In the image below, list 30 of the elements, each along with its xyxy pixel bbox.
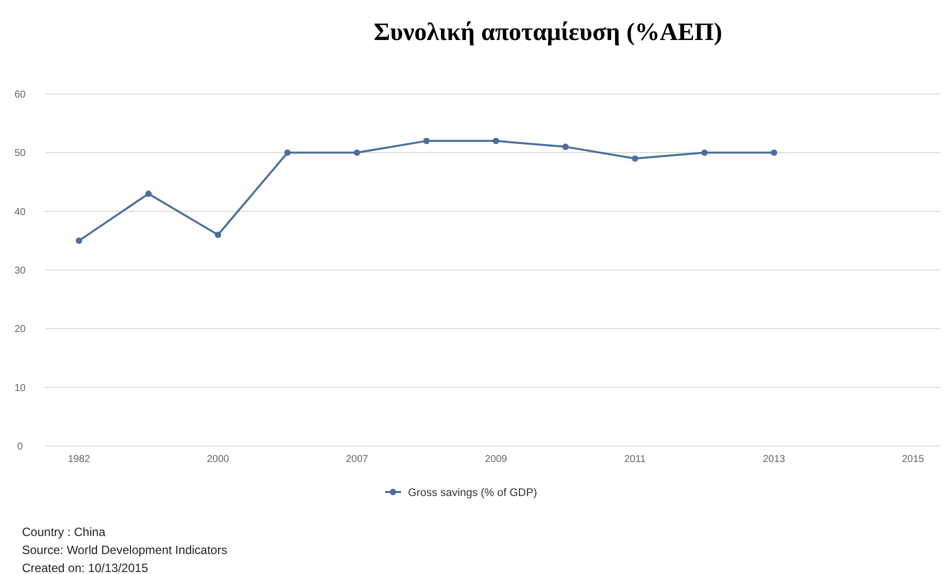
point xyxy=(76,237,82,244)
point xyxy=(284,149,291,156)
x-tick-label: 1982 xyxy=(68,454,91,465)
y-tick-label: 60 xyxy=(14,90,26,100)
point xyxy=(423,138,430,144)
y-tick-label: 40 xyxy=(14,206,26,218)
chart-title: Συνολική αποταμίευση (%ΑΕΠ) xyxy=(374,19,722,46)
y-tick-label: 30 xyxy=(14,266,26,276)
x-tick-label: 2013 xyxy=(762,454,786,465)
y-tick-label: 0 xyxy=(17,442,24,452)
x-tick-label: 2009 xyxy=(484,454,508,465)
x-tick-label: 2015 xyxy=(902,454,925,465)
y-tick-label: 10 xyxy=(14,382,26,394)
point xyxy=(145,190,152,197)
source-note: Source: World Development Indicators xyxy=(22,543,228,557)
point xyxy=(701,149,708,156)
y-tick-label: 50 xyxy=(14,148,26,160)
x-tick-label: 2007 xyxy=(346,454,369,465)
text: Created on: 10/13/2015 xyxy=(22,561,148,574)
x-tick-label: 2000 xyxy=(206,454,230,465)
y-tick-label: 20 xyxy=(14,324,26,336)
point xyxy=(632,155,638,162)
point xyxy=(492,138,500,144)
point xyxy=(770,149,778,156)
x-tick-label: 2011 xyxy=(624,454,646,465)
legend-label: Gross savings (% of GDP) xyxy=(408,486,537,499)
point xyxy=(354,149,360,156)
text: Country : China xyxy=(22,525,106,539)
point xyxy=(214,232,222,238)
point xyxy=(562,144,569,150)
